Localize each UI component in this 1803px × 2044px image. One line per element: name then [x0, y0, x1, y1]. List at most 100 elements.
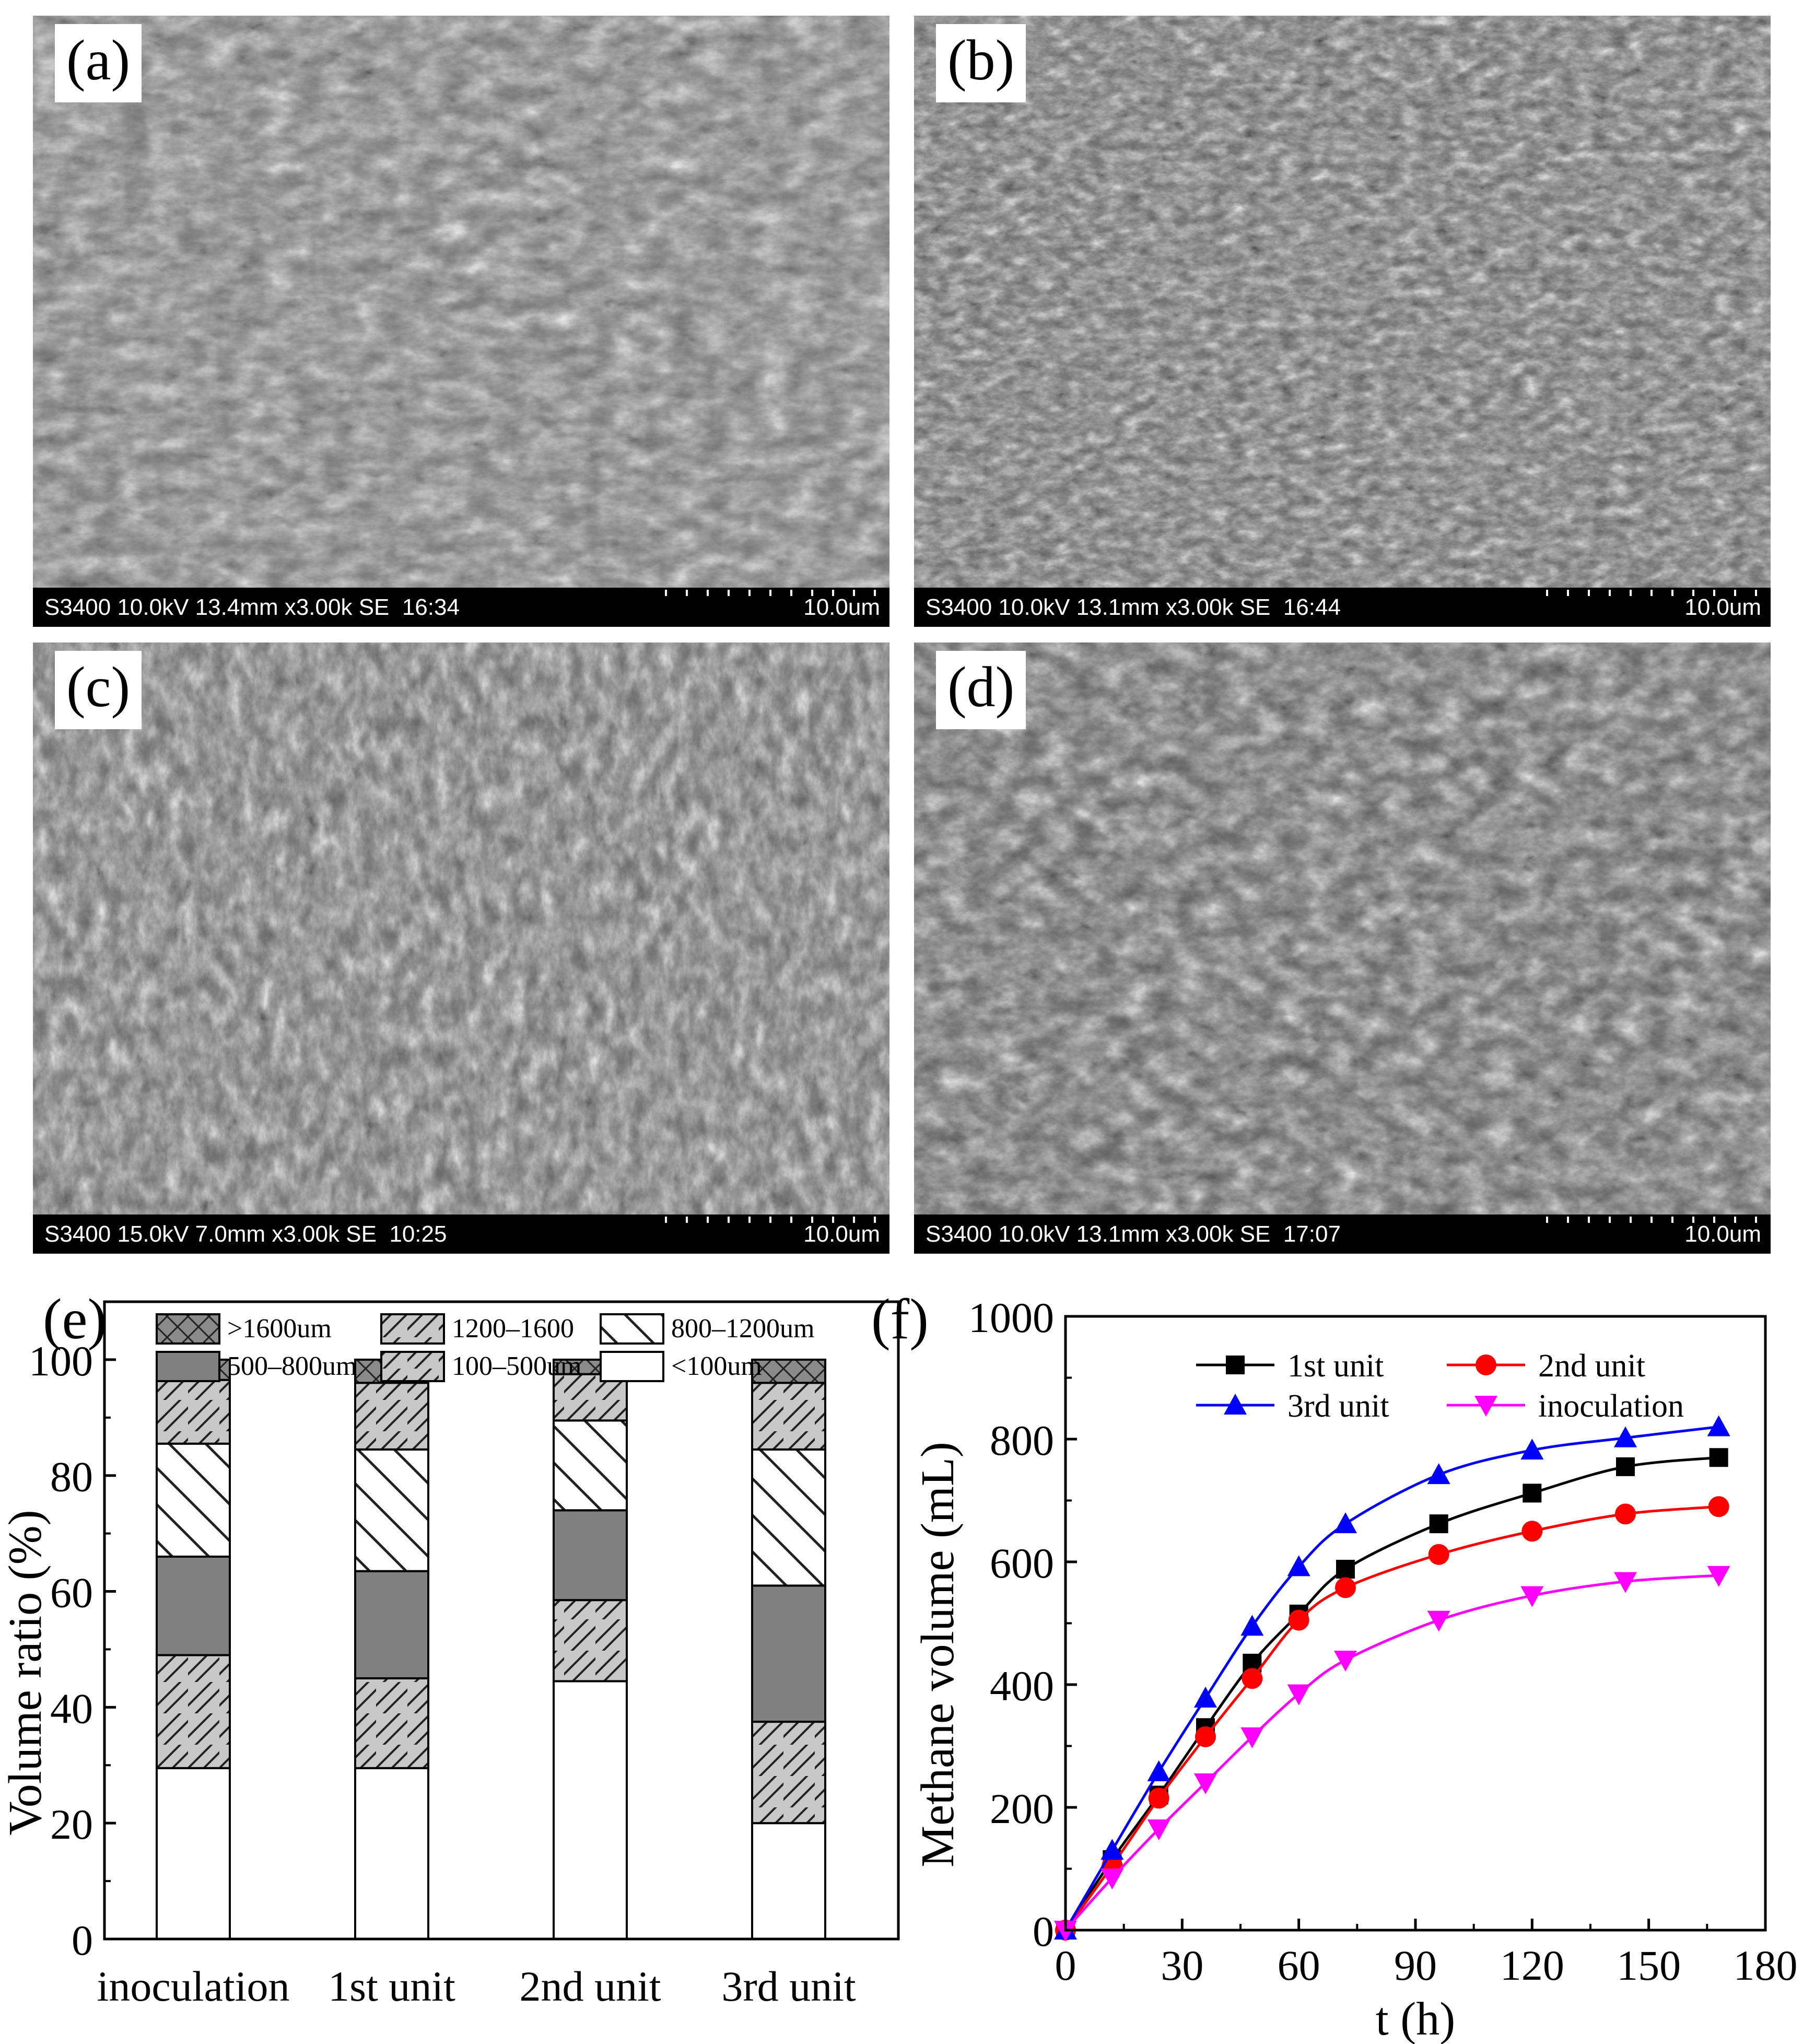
data-point — [1707, 1566, 1730, 1587]
y-tick-label: 400 — [990, 1662, 1054, 1710]
bar-segment — [553, 1419, 628, 1512]
data-point — [1614, 1572, 1637, 1593]
legend-label: <100um — [671, 1351, 762, 1381]
y-tick-label: 0 — [72, 1917, 93, 1964]
series-line — [1064, 1456, 1719, 1931]
scale-bar-ticks — [1546, 590, 1757, 596]
legend-label: 1st unit — [1287, 1348, 1384, 1384]
data-point — [1707, 1415, 1730, 1436]
line-chart: 0 30 60 90 120 150 180 0 200 400 600 800 1000 t (h) Me… — [912, 1294, 1798, 2044]
data-point — [1195, 1726, 1216, 1747]
sem-panel-a: S3400 10.0kV 13.4mm x3.00k SE 16:34 10.0… — [33, 16, 889, 627]
series-2nd-unit — [1055, 1496, 1729, 1941]
data-point — [1428, 1544, 1449, 1565]
legend-label: inoculation — [1538, 1388, 1684, 1424]
legend-label: >1600um — [227, 1314, 332, 1344]
stacked-bar-chart: 0 20 40 60 80 100 inoculation 1st unit 2nd unit 3… — [0, 1300, 900, 2010]
series-line — [1064, 1505, 1719, 1931]
bar-segment — [751, 1448, 826, 1587]
data-point — [1474, 1396, 1497, 1417]
bar-segment — [354, 1767, 429, 1940]
bar-segment — [156, 1556, 231, 1656]
sem-info-bar: S3400 15.0kV 7.0mm x3.00k SE 10:25 10.0u… — [33, 1214, 889, 1254]
data-point — [1288, 1609, 1309, 1631]
sem-info-text: S3400 10.0kV 13.1mm x3.00k SE 16:44 — [926, 594, 1341, 620]
bar-segment — [354, 1382, 429, 1451]
data-point — [1336, 1560, 1355, 1579]
data-point — [1224, 1394, 1247, 1415]
bar-segment — [156, 1442, 231, 1558]
legend-swatch — [600, 1351, 664, 1382]
x-tick-label: 60 — [1278, 1942, 1320, 1989]
bar-segment — [751, 1584, 826, 1723]
data-point — [1100, 1839, 1124, 1860]
x-tick-label: 0 — [1055, 1942, 1076, 1989]
data-point — [1427, 1463, 1450, 1485]
x-tick-label: 120 — [1500, 1942, 1564, 1989]
data-point — [1429, 1514, 1448, 1534]
panel-label-c: (c) — [55, 651, 142, 729]
x-tick-label: 1st unit — [328, 1963, 455, 2010]
x-tick-label: 3rd unit — [721, 1963, 856, 2010]
x-tick-label: 2nd unit — [519, 1963, 661, 2010]
y-tick-label: 40 — [50, 1685, 93, 1732]
y-tick-label: 600 — [990, 1539, 1054, 1587]
series-line — [1064, 1574, 1719, 1931]
data-point — [1615, 1503, 1636, 1525]
scale-bar-ticks — [665, 1217, 876, 1223]
sem-panel-b: S3400 10.0kV 13.1mm x3.00k SE 16:44 10.0… — [914, 16, 1771, 627]
legend-swatch — [156, 1313, 220, 1345]
data-point — [1521, 1521, 1543, 1542]
data-point — [1287, 1555, 1310, 1576]
y-axis-label: Volume ratio (%) — [0, 1510, 51, 1835]
series-3rd-unit — [1054, 1415, 1730, 1940]
legend-label: 3rd unit — [1287, 1388, 1389, 1424]
data-point — [1334, 1651, 1357, 1672]
y-axis-label: Methane volume (mL) — [912, 1442, 964, 1867]
legend: >1600um 1200–1600 800–1200um 500–800um 100–5… — [156, 1313, 814, 1382]
sem-info-bar: S3400 10.0kV 13.4mm x3.00k SE 16:34 10.0… — [33, 588, 889, 627]
legend-swatch — [380, 1351, 445, 1382]
bar-segment — [751, 1358, 826, 1384]
data-point — [1194, 1773, 1217, 1794]
sem-scale-label: 10.0um — [1684, 1221, 1761, 1247]
legend-label: 100–500um — [452, 1351, 581, 1381]
data-point — [1148, 1788, 1169, 1809]
data-point — [1226, 1356, 1245, 1374]
sem-micrograph-c — [33, 643, 889, 1217]
bar-segment — [751, 1822, 826, 1940]
legend-label: 800–1200um — [671, 1314, 814, 1344]
data-point — [1334, 1512, 1357, 1534]
data-point — [1147, 1819, 1170, 1841]
sem-panel-d: S3400 10.0kV 13.1mm x3.00k SE 17:07 10.0… — [914, 643, 1771, 1254]
series-line — [1064, 1426, 1719, 1931]
x-tick-label: 150 — [1617, 1942, 1681, 1989]
data-point — [1240, 1727, 1264, 1748]
data-point — [1709, 1448, 1728, 1467]
x-tick-label: 180 — [1734, 1942, 1798, 1989]
data-point — [1194, 1686, 1217, 1708]
panel-label-f: (f) — [871, 1287, 929, 1351]
x-tick-label: 30 — [1161, 1942, 1203, 1989]
sem-info-text: S3400 10.0kV 13.4mm x3.00k SE 16:34 — [44, 594, 460, 620]
data-point — [1520, 1586, 1544, 1607]
data-point — [1240, 1615, 1264, 1636]
sem-scale-label: 10.0um — [803, 594, 880, 620]
plot-frame — [103, 1300, 900, 1941]
bar-segment — [553, 1509, 628, 1602]
bar-segment — [751, 1721, 826, 1825]
sem-info-bar: S3400 10.0kV 13.1mm x3.00k SE 17:07 10.0… — [914, 1214, 1771, 1254]
panel-label-e: (e) — [43, 1287, 107, 1351]
y-tick-label: 60 — [50, 1569, 93, 1617]
y-tick-label: 200 — [990, 1785, 1054, 1832]
bar-segment — [354, 1448, 429, 1572]
panel-label-b: (b) — [936, 24, 1026, 102]
bar-segment — [156, 1379, 231, 1445]
x-tick-label: inoculation — [97, 1963, 290, 2010]
legend-label: 1200–1600 — [452, 1314, 574, 1344]
sem-info-bar: S3400 10.0kV 13.1mm x3.00k SE 16:44 10.0… — [914, 588, 1771, 627]
scale-bar-ticks — [1546, 1217, 1757, 1223]
sem-info-text: S3400 15.0kV 7.0mm x3.00k SE 10:25 — [44, 1221, 447, 1247]
data-point — [1520, 1439, 1544, 1460]
data-point — [1147, 1760, 1170, 1781]
